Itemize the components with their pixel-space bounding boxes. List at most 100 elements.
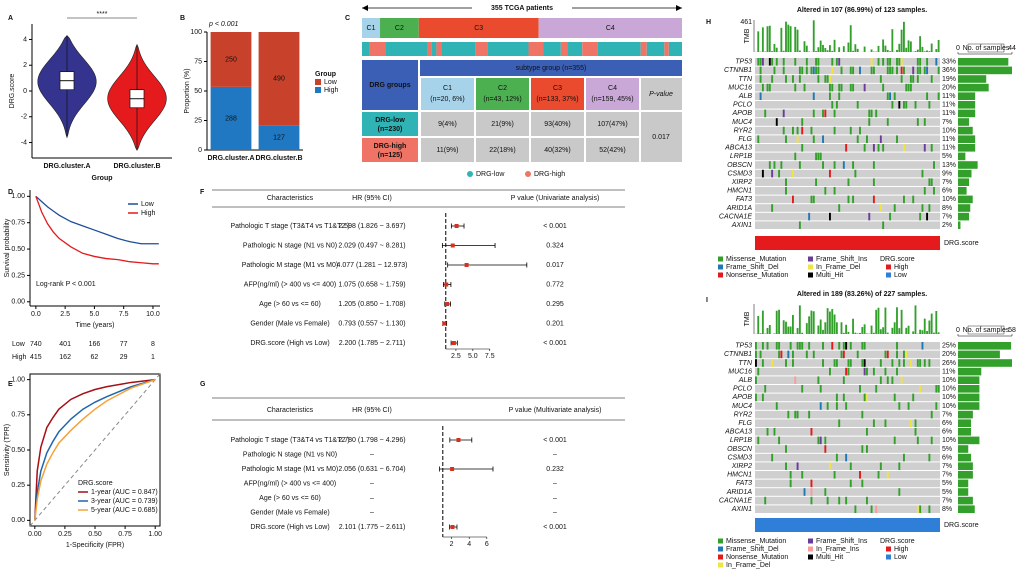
mutation-cell [930, 436, 933, 445]
mutation-cell [835, 393, 838, 402]
row-background [755, 462, 940, 470]
mutation-cell [854, 505, 857, 513]
tmb-bar [766, 26, 769, 52]
mutation-cell [824, 109, 827, 118]
tmb-bar [794, 26, 797, 52]
tmb-bar [914, 305, 917, 334]
tmb-bar [875, 309, 878, 334]
mutation-cell [919, 212, 922, 221]
mutation-cell [831, 101, 834, 109]
side-bar [958, 453, 972, 462]
title-bg [472, 2, 572, 14]
gene-percent: 10% [942, 437, 956, 444]
tmb-bar [907, 40, 910, 52]
mutation-cell [815, 152, 818, 161]
legend-swatch [808, 272, 813, 278]
subtype-bar [418, 18, 539, 38]
mutation-cell [882, 58, 885, 66]
mutation-cell [803, 83, 806, 92]
subtype-name: C4 [606, 25, 615, 32]
mutation-cell [845, 453, 848, 462]
row-background [755, 66, 940, 75]
tmb-bar [787, 326, 790, 334]
score-label: DRG.score [944, 522, 979, 529]
gene-percent: 7% [942, 119, 952, 126]
mutation-cell [866, 367, 868, 376]
mutation-cell [916, 436, 919, 445]
table-cell [421, 138, 474, 162]
legend-label: Nonsense_Mutation [726, 554, 788, 561]
mutation-cell [912, 195, 915, 204]
legend-label: In_Frame_Del [816, 264, 861, 271]
column-name: C2 [498, 85, 507, 92]
cell-text: 93(40%) [544, 121, 570, 128]
row-background [755, 505, 940, 513]
tmb-bar [893, 322, 896, 334]
mutation-cell [868, 109, 871, 118]
mutation-cell [775, 402, 778, 410]
side-bar [958, 135, 976, 143]
mutation-cell [923, 359, 926, 367]
mutation-cell [785, 178, 787, 186]
y-tick-label: 0.25 [11, 482, 25, 489]
risk-row-name: Low [12, 341, 26, 348]
tmb-bar [803, 41, 806, 52]
bar-segment [210, 32, 252, 87]
mutation-cell [912, 393, 915, 402]
mutation-cell [755, 376, 757, 384]
mutation-cell [842, 342, 845, 350]
mutation-cell [852, 161, 855, 169]
gene-percent: 7% [942, 411, 952, 418]
tmb-bar [854, 44, 857, 52]
y-axis-label: Sensitivity (TPR) [4, 424, 11, 476]
mutation-cell [835, 359, 838, 367]
tmb-bar [780, 27, 783, 52]
legend-label: Frame_Shift_Ins [816, 538, 868, 545]
survival-curve [35, 196, 159, 265]
mutation-cell [812, 350, 815, 359]
mutation-cell [826, 402, 829, 410]
bar-segment [258, 125, 300, 150]
mutation-cell [842, 393, 845, 402]
mutation-cell [937, 385, 940, 393]
row-name: DRG-low [375, 117, 405, 124]
gene-name: HMCN1 [727, 188, 752, 195]
tmb-bar [884, 45, 887, 52]
tmb-bar [933, 332, 935, 334]
mutation-cell [926, 212, 929, 221]
row-background [755, 169, 940, 178]
mutation-cell [870, 109, 873, 118]
mutation-cell [921, 342, 924, 350]
gene-name: LRP1B [730, 153, 753, 160]
mutation-cell [798, 342, 801, 350]
row-background [755, 152, 940, 161]
mutation-cell [773, 428, 776, 436]
risk-count: 740 [30, 341, 42, 348]
side-bar [958, 169, 972, 178]
tmb-bar [798, 50, 801, 52]
mutation-cell [775, 58, 778, 66]
cell-text: 22(18%) [489, 147, 515, 154]
mutation-cell [861, 342, 864, 350]
mutation-cell [919, 58, 922, 66]
tmb-bar [831, 50, 834, 52]
gene-name: MUC16 [728, 84, 752, 91]
legend-label: Multi_Hit [816, 272, 843, 279]
tmb-bar [877, 45, 880, 52]
mutation-cell [838, 58, 841, 66]
row-background [755, 496, 940, 505]
column-header: Characteristics [267, 407, 314, 414]
mutation-cell [833, 109, 836, 118]
tmb-bar [891, 327, 894, 334]
mutation-cell [935, 402, 938, 410]
mutation-cell [930, 75, 933, 83]
p-text: < 0.001 [543, 340, 567, 347]
gene-percent: 7% [942, 213, 952, 220]
group-strip [362, 42, 370, 56]
hr-point [454, 224, 459, 228]
mutation-cell [778, 350, 781, 359]
hr-point [464, 263, 469, 267]
gene-name: PCLO [733, 386, 753, 393]
mutation-cell [761, 58, 764, 66]
